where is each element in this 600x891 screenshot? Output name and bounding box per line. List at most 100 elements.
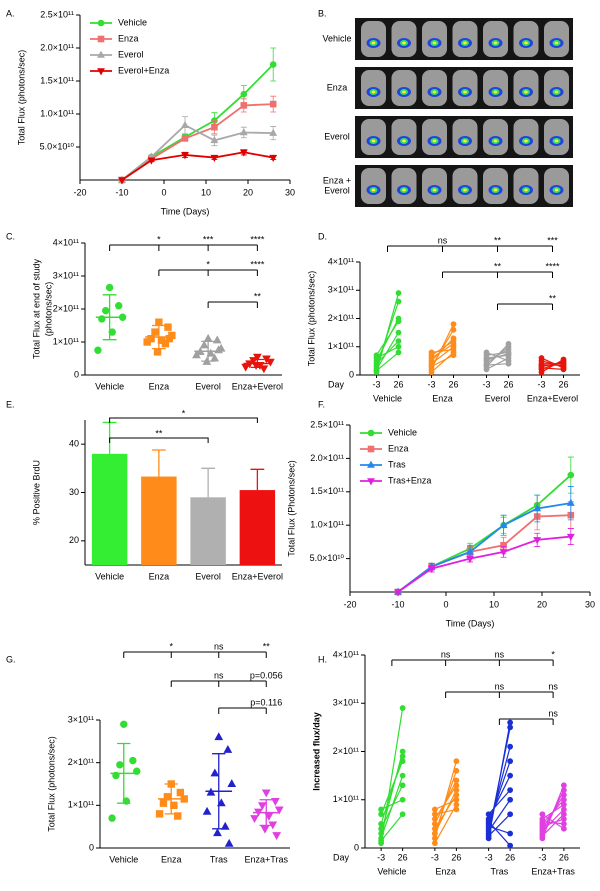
y-tick-label: 4×10¹¹ <box>328 256 354 266</box>
signal <box>432 188 437 192</box>
signal <box>554 139 559 143</box>
data-point <box>560 796 567 803</box>
data-point <box>450 352 457 359</box>
sd-bar <box>117 742 131 804</box>
data-point <box>399 753 406 760</box>
data-point <box>567 471 575 479</box>
y-tick-label: 40 <box>69 439 79 449</box>
significance-label: **** <box>545 261 560 271</box>
data-point <box>453 787 460 793</box>
legend-label: Tras <box>388 459 406 469</box>
sd-bar <box>151 324 166 350</box>
significance-label: ns <box>495 681 505 691</box>
data-point <box>431 811 438 818</box>
group-label: Tras <box>491 866 509 876</box>
data-point <box>428 352 435 359</box>
y-tick-label: 0 <box>349 369 354 379</box>
data-point <box>269 154 278 162</box>
bar <box>190 497 226 565</box>
data-point <box>539 833 546 839</box>
data-point <box>466 547 474 555</box>
x-tick-label: 26 <box>503 379 513 389</box>
y-tick-label: 2×10¹¹ <box>53 303 79 313</box>
significance-label: * <box>169 641 173 651</box>
data-point <box>199 340 209 349</box>
series-line <box>121 124 274 181</box>
data-point <box>560 820 567 827</box>
data-point <box>453 801 460 808</box>
data-point <box>264 812 274 821</box>
panel-letter: H. <box>318 654 327 664</box>
significance-label: ns <box>495 649 505 659</box>
signal <box>554 188 559 192</box>
data-point <box>260 825 270 834</box>
pair-line <box>541 367 564 370</box>
data-point <box>394 589 402 597</box>
y-tick-label: 3×10¹¹ <box>333 698 359 708</box>
data-point <box>507 724 514 731</box>
data-point <box>560 366 567 373</box>
y-axis-label: Total Flux (photons/sec) <box>46 736 56 832</box>
x-tick-label: -20 <box>73 187 86 197</box>
data-point <box>499 520 508 528</box>
data-point <box>206 348 216 357</box>
data-point <box>560 816 567 822</box>
legend-label: Everol+Enza <box>118 65 169 75</box>
data-point <box>485 823 492 830</box>
day-label: Day <box>328 379 345 389</box>
pair-line <box>488 813 511 837</box>
legend-label: Vehicle <box>388 427 417 437</box>
pair-line <box>375 318 400 362</box>
data-point <box>560 792 567 798</box>
signal <box>432 139 437 143</box>
significance-label: ns <box>548 708 558 718</box>
pair-line <box>486 353 509 361</box>
legend-marker <box>367 478 375 486</box>
pair-line <box>380 799 403 810</box>
data-point <box>538 365 545 371</box>
x-tick-label: Enza <box>161 854 182 864</box>
y-tick-label: 0 <box>74 369 79 379</box>
data-point <box>453 777 460 784</box>
significance-label: ns <box>441 649 451 659</box>
group-label: Vehicle <box>373 393 402 403</box>
data-point <box>373 367 380 374</box>
x-tick-label: -3 <box>427 379 435 389</box>
data-point <box>266 358 275 367</box>
y-axis-label: Total Flux (photons/sec) <box>16 50 26 146</box>
data-point <box>538 355 545 361</box>
legend-label: Enza <box>388 443 409 453</box>
data-point <box>163 793 172 801</box>
data-point <box>485 833 492 839</box>
data-point <box>566 498 575 506</box>
data-point <box>453 767 460 774</box>
significance-label: * <box>206 259 210 269</box>
signal <box>371 41 376 45</box>
sd-bar <box>259 799 273 827</box>
pair-line <box>542 813 565 830</box>
data-point <box>450 321 457 328</box>
x-tick-label: -10 <box>115 187 128 197</box>
x-tick-label: -3 <box>372 379 380 389</box>
y-axis-label: (photons/sec) <box>43 282 53 337</box>
x-tick-label: 20 <box>537 599 547 609</box>
data-point <box>539 818 546 825</box>
data-point <box>431 840 438 847</box>
pair-line <box>434 789 457 834</box>
data-point <box>159 799 168 807</box>
signal <box>402 90 406 94</box>
data-point <box>505 350 512 357</box>
pair-line <box>434 804 457 844</box>
y-axis-label: % Positive BrdU <box>31 460 41 525</box>
pair-line <box>380 760 404 815</box>
data-point <box>507 787 514 793</box>
signal <box>524 90 528 94</box>
significance-label: * <box>157 234 161 244</box>
legend-marker <box>367 429 375 437</box>
signal <box>554 90 559 94</box>
data-point <box>453 806 460 813</box>
signal <box>463 188 467 192</box>
sd-bar <box>212 753 226 830</box>
data-point <box>483 349 490 356</box>
